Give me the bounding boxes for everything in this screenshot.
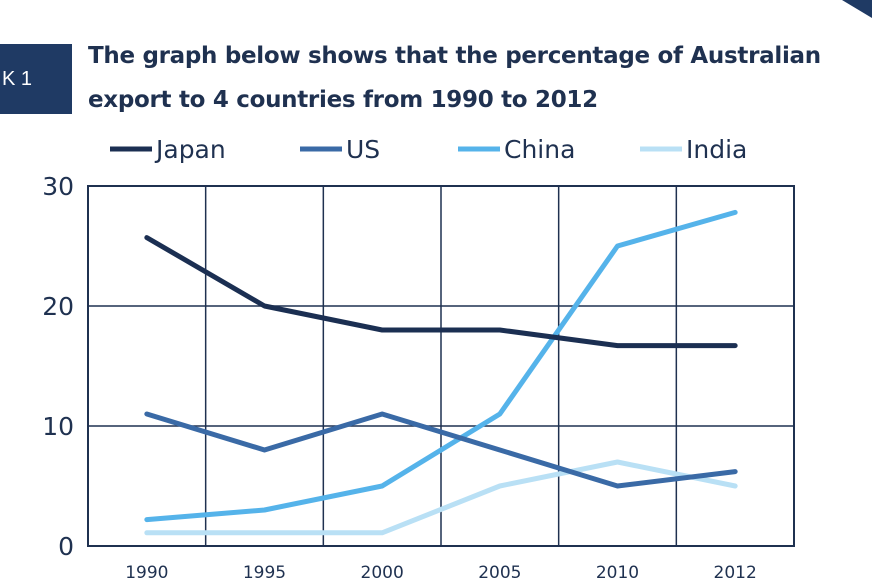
legend-label-india: India <box>686 135 747 164</box>
task-tab: K 1 <box>0 44 72 114</box>
y-tick-label: 10 <box>42 412 74 441</box>
x-tick-label: 1995 <box>243 563 286 583</box>
page-title: The graph below shows that the percentag… <box>88 34 848 122</box>
title-line-1: The graph below shows that the percentag… <box>88 43 821 69</box>
corner-decoration <box>842 0 872 18</box>
y-tick-label: 0 <box>58 532 74 561</box>
y-tick-label: 30 <box>42 172 74 201</box>
x-tick-label: 2010 <box>596 563 639 583</box>
title-line-2: export to 4 countries from 1990 to 2012 <box>88 87 598 113</box>
legend-label-us: US <box>346 135 380 164</box>
series-line-japan <box>144 235 738 349</box>
series-line-india <box>144 459 738 536</box>
x-tick-label: 2000 <box>361 563 404 583</box>
x-tick-label: 1990 <box>125 563 168 583</box>
y-tick-label: 20 <box>42 292 74 321</box>
x-tick-label: 2005 <box>478 563 521 583</box>
legend-label-japan: Japan <box>154 135 226 164</box>
series-line-us <box>144 411 738 489</box>
x-tick-label: 2012 <box>714 563 757 583</box>
task-tab-label: K 1 <box>2 67 33 90</box>
series-line-china <box>144 209 738 523</box>
legend-label-china: China <box>504 135 575 164</box>
